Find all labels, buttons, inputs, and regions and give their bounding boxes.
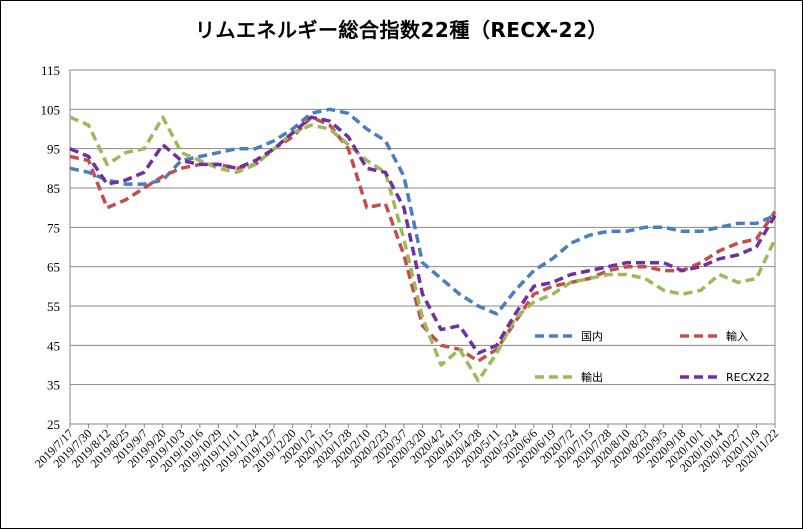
series-lines [69, 107, 777, 383]
y-tick-label: 25 [47, 417, 60, 432]
y-tick-label: 95 [47, 142, 60, 157]
series-line-0 [69, 107, 776, 316]
series-line-2 [69, 115, 777, 383]
grid-lines [69, 69, 776, 425]
y-tick-label: 75 [47, 220, 60, 235]
y-tick-label: 105 [41, 102, 61, 117]
y-tick-label: 35 [47, 378, 60, 393]
y-tick-label: 85 [47, 181, 60, 196]
series-line-1 [69, 115, 777, 363]
chart-title: リムエネルギー総合指数22種（RECX-22） [195, 18, 608, 42]
y-tick-label: 115 [41, 63, 60, 78]
y-tick-label: 65 [47, 260, 60, 275]
legend-label: 国内 [581, 329, 603, 343]
y-tick-label: 55 [47, 299, 60, 314]
legend-label: 輸入 [726, 329, 748, 343]
plot-area [69, 69, 776, 425]
legend-label: 輸出 [581, 370, 603, 384]
x-axis-ticks: 2019/7/172019/7/302019/8/122019/8/252019… [32, 424, 781, 475]
series-line-3 [69, 115, 777, 355]
legend-label: RECX22 [726, 371, 770, 384]
y-axis-ticks: 25 35 45 55 65 75 85 95 105 115 [41, 63, 61, 432]
y-tick-label: 45 [47, 338, 60, 353]
